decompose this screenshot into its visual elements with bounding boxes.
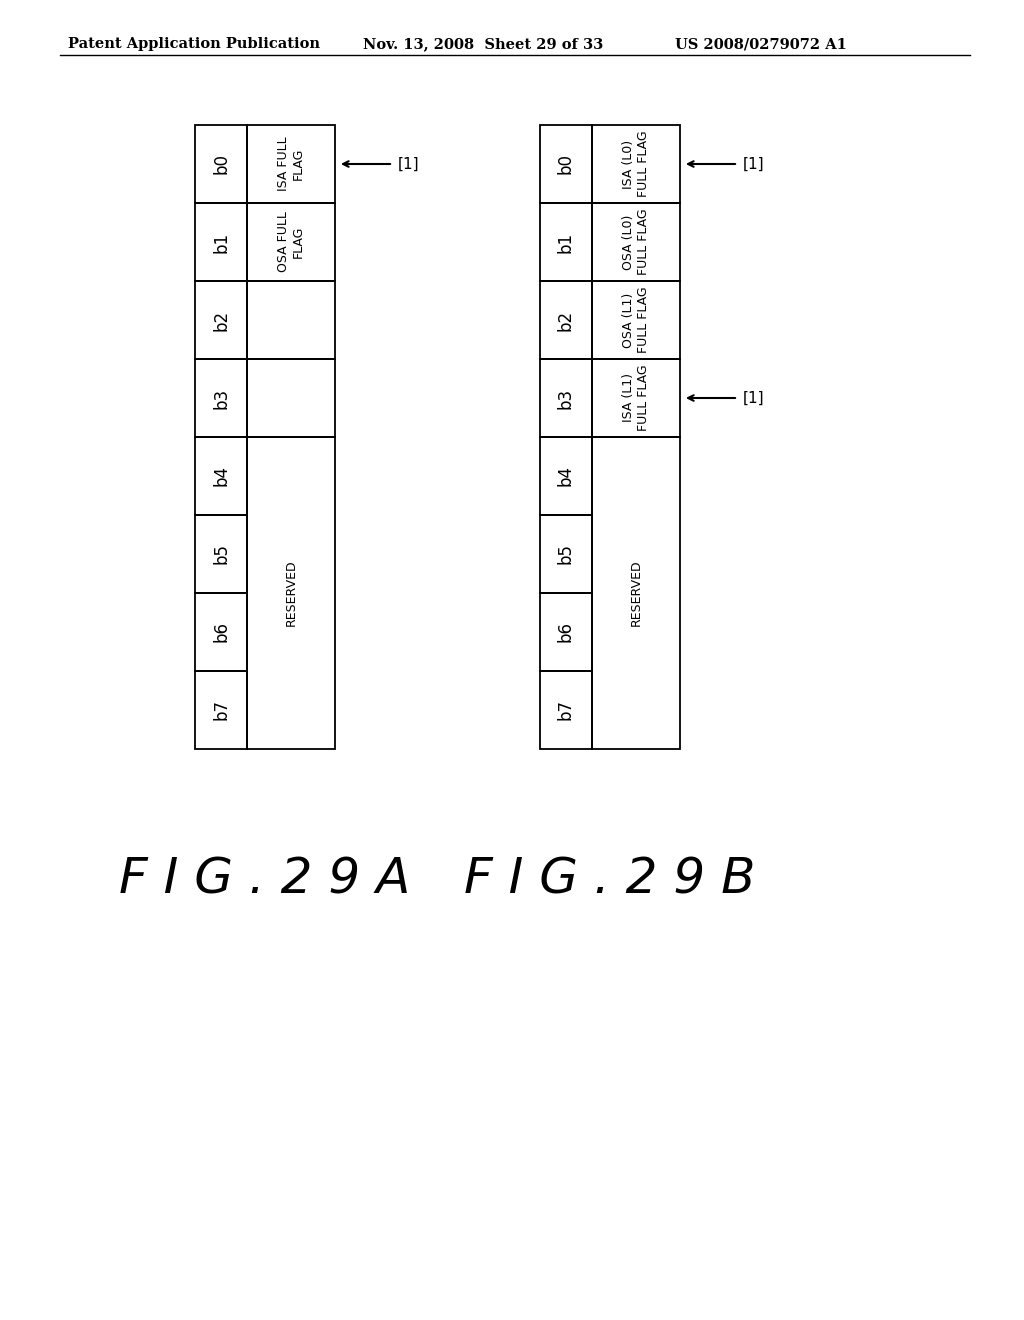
Bar — [195, 359, 247, 437]
Bar — [195, 203, 247, 281]
Text: RESERVED: RESERVED — [630, 560, 642, 626]
Bar — [195, 671, 247, 748]
Text: b1: b1 — [212, 231, 230, 252]
Bar — [540, 671, 592, 748]
Bar — [540, 437, 592, 515]
Text: Patent Application Publication: Patent Application Publication — [68, 37, 319, 51]
Bar — [592, 281, 680, 359]
Bar — [540, 125, 592, 203]
Bar — [540, 281, 592, 359]
Text: b5: b5 — [557, 544, 575, 565]
Text: OSA FULL
FLAG: OSA FULL FLAG — [278, 211, 305, 272]
Text: b0: b0 — [212, 153, 230, 174]
Bar — [540, 203, 592, 281]
Bar — [195, 515, 247, 593]
Bar — [247, 125, 335, 203]
Text: b3: b3 — [212, 388, 230, 409]
Text: US 2008/0279072 A1: US 2008/0279072 A1 — [675, 37, 847, 51]
Bar — [247, 359, 335, 437]
Text: Nov. 13, 2008  Sheet 29 of 33: Nov. 13, 2008 Sheet 29 of 33 — [362, 37, 603, 51]
Text: b7: b7 — [212, 700, 230, 721]
Text: b1: b1 — [557, 231, 575, 252]
Bar — [540, 593, 592, 671]
Text: b4: b4 — [212, 466, 230, 487]
Text: OSA (L0)
FULL FLAG: OSA (L0) FULL FLAG — [622, 209, 650, 276]
Bar — [540, 515, 592, 593]
Text: b7: b7 — [557, 700, 575, 721]
Bar — [247, 203, 335, 281]
Text: ISA (L0)
FULL FLAG: ISA (L0) FULL FLAG — [622, 131, 650, 197]
Bar — [592, 203, 680, 281]
Text: [1]: [1] — [398, 157, 420, 172]
Text: b5: b5 — [212, 544, 230, 565]
Bar — [247, 437, 335, 748]
Bar — [195, 437, 247, 515]
Text: OSA (L1)
FULL FLAG: OSA (L1) FULL FLAG — [622, 286, 650, 354]
Text: b0: b0 — [557, 153, 575, 174]
Text: ISA (L1)
FULL FLAG: ISA (L1) FULL FLAG — [622, 364, 650, 432]
Bar — [195, 125, 247, 203]
Text: b6: b6 — [557, 622, 575, 643]
Text: RESERVED: RESERVED — [285, 560, 298, 626]
Text: F I G . 2 9 B: F I G . 2 9 B — [464, 855, 756, 903]
Bar — [247, 281, 335, 359]
Text: b2: b2 — [557, 309, 575, 330]
Text: ISA FULL
FLAG: ISA FULL FLAG — [278, 137, 305, 191]
Bar — [195, 281, 247, 359]
Text: b3: b3 — [557, 388, 575, 409]
Text: b4: b4 — [557, 466, 575, 487]
Text: [1]: [1] — [743, 157, 765, 172]
Bar — [592, 125, 680, 203]
Text: F I G . 2 9 A: F I G . 2 9 A — [120, 855, 411, 903]
Bar — [592, 359, 680, 437]
Text: [1]: [1] — [743, 391, 765, 405]
Bar — [540, 359, 592, 437]
Bar — [592, 437, 680, 748]
Text: b2: b2 — [212, 309, 230, 330]
Text: b6: b6 — [212, 622, 230, 643]
Bar — [195, 593, 247, 671]
